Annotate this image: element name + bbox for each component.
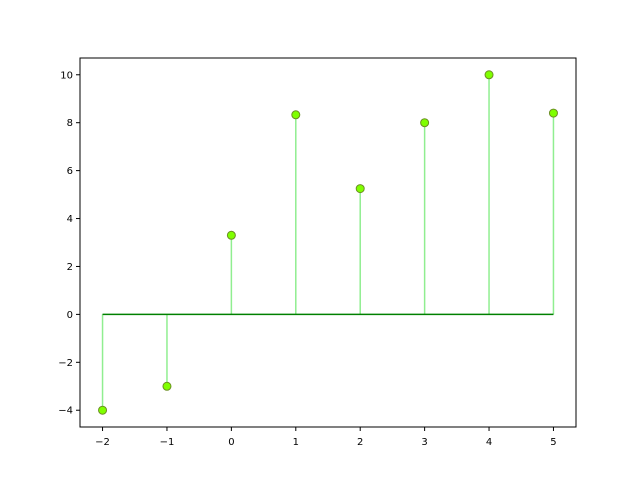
stem-marker [420,118,430,128]
y-tick-label: 8 [67,118,73,129]
stem-lines [101,74,555,411]
stem-marker [548,108,558,118]
y-axis-ticks: −4 −2 0 2 4 6 8 10 [58,70,80,417]
stem-marker [98,405,108,415]
x-tick-label: −2 [95,437,110,448]
x-tick-label: −1 [160,437,175,448]
stem-marker [355,184,365,194]
x-axis-ticks: −2 −1 0 1 2 3 4 5 [95,427,557,448]
y-tick-label: −4 [58,406,73,417]
stem-marker [484,70,494,80]
x-tick-label: 3 [421,437,427,448]
y-tick-label: 0 [67,310,73,321]
x-tick-label: 1 [293,437,299,448]
y-tick-label: −2 [58,358,73,369]
y-tick-label: 2 [67,262,73,273]
y-tick-label: 4 [67,214,73,225]
x-tick-label: 5 [550,437,556,448]
stem-marker [162,381,172,391]
y-tick-label: 10 [60,70,73,81]
plot-area [80,58,576,427]
y-tick-label: 6 [67,166,73,177]
x-tick-label: 0 [228,437,234,448]
x-tick-label: 4 [486,437,492,448]
x-tick-label: 2 [357,437,363,448]
stem-marker [291,110,301,120]
stem-marker [226,230,236,240]
stem-markers [98,70,558,415]
plot-frame [79,57,577,428]
